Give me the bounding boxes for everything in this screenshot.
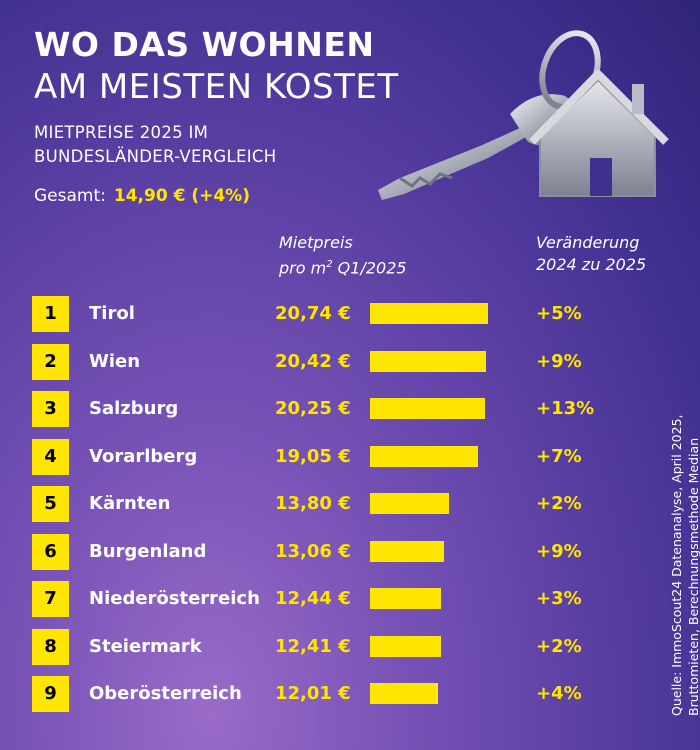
price-label: 20,42 € — [275, 350, 351, 372]
rank-badge: 7 — [32, 581, 69, 617]
price-label: 12,41 € — [275, 635, 351, 657]
source-note: Quelle: ImmoScout24 Datenanalyse, April … — [668, 414, 700, 716]
change-column-header: Veränderung 2024 zu 2025 — [536, 232, 646, 276]
table-row: 6 Burgenland 13,06 € +9% — [32, 533, 632, 570]
rank-badge: 3 — [32, 391, 69, 427]
price-header-superscript: 2 — [326, 259, 333, 270]
price-bar — [370, 588, 441, 609]
price-label: 12,44 € — [275, 588, 351, 609]
title-line-1: WO DAS WOHNEN — [34, 25, 375, 64]
price-label: 13,80 € — [275, 493, 351, 514]
price-bar — [370, 635, 441, 657]
price-bar — [370, 493, 449, 514]
rank-badge: 5 — [32, 486, 69, 522]
total-line: Gesamt: 14,90 € (+4%) — [34, 186, 250, 206]
rank-badge: 2 — [32, 343, 69, 380]
price-header-line-1: Mietpreis — [279, 233, 353, 252]
price-bar — [370, 683, 439, 704]
change-header-line-1: Veränderung — [536, 233, 640, 252]
rank-badge: 8 — [32, 628, 69, 665]
total-value: 14,90 € (+4%) — [113, 186, 250, 206]
table-row: 7 Niederösterreich 12,44 € +3% — [32, 581, 632, 617]
change-label: +13% — [536, 398, 595, 419]
table-row: 1 Tirol 20,74 € +5% — [32, 296, 632, 332]
change-header-line-2: 2024 zu 2025 — [536, 255, 647, 274]
table-row: 4 Vorarlberg 19,05 € +7% — [32, 438, 632, 475]
change-label: +7% — [536, 445, 582, 467]
house-keychain-icon — [378, 30, 669, 200]
state-label: Wien — [89, 350, 141, 372]
table-row: 2 Wien 20,42 € +9% — [32, 343, 632, 380]
total-label: Gesamt: — [34, 186, 106, 206]
change-label: +3% — [536, 588, 582, 609]
subtitle-line-2: BUNDESLÄNDER-VERGLEICH — [34, 147, 277, 166]
rank-badge: 9 — [32, 676, 69, 712]
price-bar — [370, 445, 479, 467]
state-label: Oberösterreich — [89, 683, 242, 704]
price-bar — [370, 303, 488, 324]
price-header-line-2: pro m2 Q1/2025 — [279, 254, 407, 279]
price-bar — [370, 540, 445, 562]
change-label: +9% — [536, 540, 582, 562]
subtitle: MIETPREISE 2025 IM BUNDESLÄNDER-VERGLEIC… — [34, 121, 276, 169]
state-label: Burgenland — [89, 540, 207, 562]
change-label: +2% — [536, 493, 582, 514]
price-label: 20,25 € — [275, 398, 351, 419]
price-bar — [370, 350, 487, 372]
price-label: 13,06 € — [275, 540, 351, 562]
price-label: 20,74 € — [275, 303, 351, 324]
change-label: +9% — [536, 350, 582, 372]
rank-badge: 4 — [32, 438, 69, 475]
table-row: 8 Steiermark 12,41 € +2% — [32, 628, 632, 665]
change-label: +4% — [536, 683, 582, 704]
price-label: 12,01 € — [275, 683, 351, 704]
state-label: Kärnten — [89, 493, 171, 514]
rank-badge: 6 — [32, 533, 69, 570]
state-label: Niederösterreich — [89, 588, 260, 609]
state-label: Tirol — [89, 303, 135, 324]
price-header-unit: pro m — [279, 258, 327, 278]
table-row: 9 Oberösterreich 12,01 € +4% — [32, 676, 632, 712]
title-line-2: AM MEISTEN KOSTET — [34, 67, 399, 107]
table-row: 3 Salzburg 20,25 € +13% — [32, 391, 632, 427]
change-label: +2% — [536, 635, 582, 657]
subtitle-line-1: MIETPREISE 2025 IM — [34, 123, 209, 142]
source-line-1: Quelle: ImmoScout24 Datenanalyse, April … — [669, 414, 684, 716]
change-label: +5% — [536, 303, 582, 324]
source-line-2: Bruttomieten, Berechnungsmethode Median — [686, 437, 700, 716]
price-column-header: Mietpreis pro m2 Q1/2025 — [279, 232, 407, 279]
state-label: Vorarlberg — [89, 445, 198, 467]
state-label: Steiermark — [89, 635, 202, 657]
table-row: 5 Kärnten 13,80 € +2% — [32, 486, 632, 522]
price-bar — [370, 398, 486, 419]
rank-badge: 1 — [32, 296, 69, 332]
state-label: Salzburg — [89, 398, 179, 419]
price-label: 19,05 € — [275, 445, 351, 467]
price-header-period: Q1/2025 — [332, 258, 407, 278]
